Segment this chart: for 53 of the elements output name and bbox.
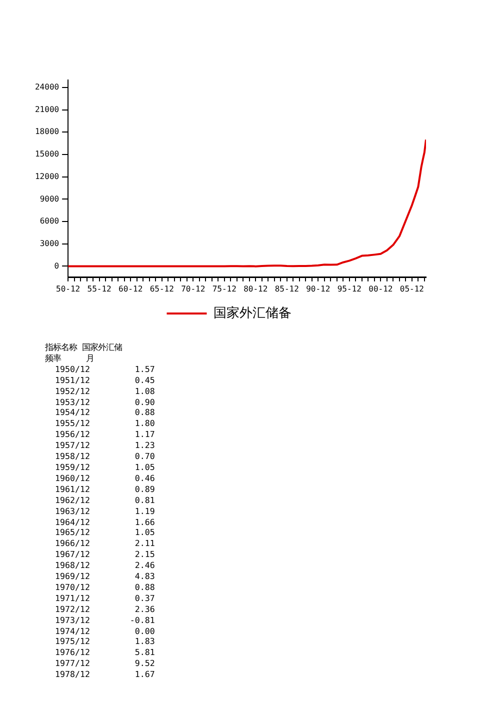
x-tick-label: 05-12	[400, 284, 424, 294]
x-tick-label: 65-12	[150, 284, 174, 294]
text: 1956/12 1.17	[54, 429, 155, 440]
text: 频率 月	[45, 352, 95, 364]
y-tick-label: 6000	[40, 216, 60, 226]
x-tick-label: 85-12	[274, 284, 300, 294]
y-tick-label: 9000	[40, 194, 60, 204]
text: 1974/12 0.00	[54, 626, 155, 636]
x-tick-label: 90-12	[306, 284, 330, 294]
text: 1962/12 0.81	[54, 494, 155, 506]
text: 1970/12 0.88	[54, 582, 155, 593]
y-tick-label: 21000	[34, 104, 60, 114]
text: 1964/12 1.66	[54, 516, 155, 528]
text: 1968/12 2.46	[54, 560, 155, 572]
text: 1950/12 1.57	[54, 364, 155, 375]
text: 1953/12 0.90	[54, 396, 155, 408]
y-tick-label: 18000	[34, 127, 60, 136]
text: 1957/12 1.23	[54, 440, 155, 452]
text: 1951/12 0.45	[54, 374, 155, 386]
x-tick-label: 00-12	[368, 284, 393, 294]
text: 1973/12 -0.81	[54, 614, 155, 626]
x-tick-label: 75-12	[212, 284, 237, 294]
text: 1976/12 5.81	[54, 647, 155, 658]
text: 1961/12 0.89	[54, 484, 155, 495]
x-tick-label: 55-12	[87, 284, 112, 294]
x-tick-label: 80-12	[244, 284, 268, 294]
text: 1975/12 1.83	[54, 636, 155, 648]
text: 1978/12 1.67	[54, 669, 155, 680]
text: 1969/12 4.83	[54, 571, 155, 582]
text: 1954/12 0.88	[54, 407, 155, 418]
y-tick-label: 0	[54, 261, 60, 270]
text: 1959/12 1.05	[54, 462, 155, 473]
text: 1977/12 9.52	[54, 658, 155, 670]
y-tick-label: 12000	[34, 172, 60, 181]
text: 1958/12 0.70	[54, 451, 155, 462]
text: 1963/12 1.19	[54, 506, 155, 516]
text: 1965/12 1.05	[54, 527, 155, 538]
text: 1971/12 0.37	[54, 592, 155, 604]
text: 1952/12 1.08	[54, 386, 155, 397]
legend-label: 国家外汇储备	[213, 304, 292, 320]
x-tick-label: 60-12	[118, 284, 143, 294]
x-tick-label: 70-12	[181, 284, 206, 294]
text: 1966/12 2.11	[54, 538, 155, 550]
x-tick-label: 95-12	[337, 284, 362, 294]
text: 1972/12 2.36	[54, 604, 155, 615]
text: 1960/12 0.46	[54, 472, 155, 484]
y-tick-label: 24000	[34, 82, 60, 92]
text: 1967/12 2.15	[54, 549, 155, 560]
y-tick-label: 15000	[34, 150, 60, 159]
text: 1955/12 1.80	[54, 418, 155, 430]
y-tick-label: 3000	[40, 238, 60, 248]
x-tick-label: 50-12	[56, 284, 80, 294]
text: 指标名称 国家外汇储	[45, 342, 123, 353]
